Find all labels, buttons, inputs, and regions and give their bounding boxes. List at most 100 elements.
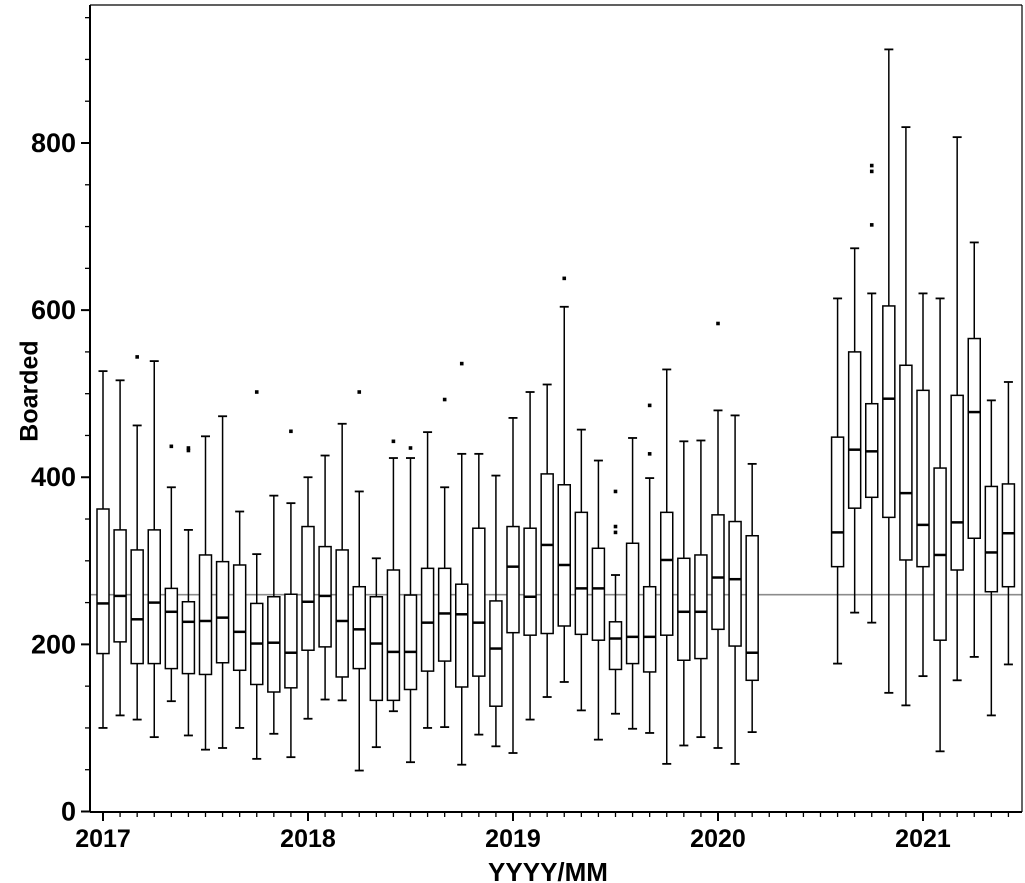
outlier-point [716, 321, 720, 326]
outlier-point [442, 397, 447, 402]
outlier-point [169, 444, 174, 449]
box-2021-03 [950, 136, 964, 682]
iqr-box [950, 394, 964, 571]
box-2019-09 [642, 403, 657, 734]
iqr-box [506, 525, 520, 634]
box-2020-03 [745, 462, 759, 734]
iqr-box [984, 485, 999, 593]
iqr-box [659, 511, 674, 636]
box-2018-09 [437, 397, 452, 729]
y-axis-label: Boarded [15, 340, 44, 442]
outlier-point [254, 390, 259, 394]
box-2019-04 [557, 276, 571, 683]
iqr-box [608, 621, 623, 671]
iqr-box [386, 569, 401, 702]
iqr-box [694, 554, 708, 660]
iqr-box [591, 547, 606, 641]
box-2018-08 [420, 431, 435, 729]
y-tick-label: 200 [31, 629, 76, 659]
box-2021-05 [984, 399, 999, 717]
iqr-box [642, 585, 657, 673]
iqr-box [301, 525, 315, 651]
outlier-point [647, 452, 652, 456]
iqr-box [523, 527, 537, 636]
iqr-box [574, 511, 589, 636]
box-2019-10 [659, 368, 674, 765]
x-tick-label: 2020 [690, 825, 746, 853]
box-2020-11 [882, 48, 896, 694]
iqr-box [130, 549, 144, 665]
outlier-point [869, 223, 874, 227]
outlier-point [562, 276, 567, 281]
box-2019-08 [625, 437, 640, 730]
iqr-box [198, 554, 213, 676]
outlier-point [647, 403, 652, 408]
iqr-box [489, 600, 503, 707]
box-2019-06 [591, 459, 606, 741]
box-2018-02 [318, 454, 332, 701]
box-2017-04 [147, 360, 161, 739]
iqr-box [1001, 483, 1016, 588]
box-2021-02 [933, 297, 947, 753]
box-2019-01 [506, 417, 520, 754]
y-tick-label: 400 [31, 462, 76, 492]
y-tick-label: 600 [31, 295, 76, 325]
iqr-box [113, 529, 127, 643]
box-2018-01 [301, 476, 315, 720]
box-2018-03 [335, 422, 349, 702]
outlier-point [186, 446, 191, 450]
iqr-box [899, 364, 913, 561]
outlier-point [408, 446, 413, 450]
outlier-point [613, 530, 618, 535]
outlier-point [289, 429, 293, 434]
box-2018-06 [386, 439, 401, 713]
iqr-box [284, 593, 298, 689]
iqr-box [352, 585, 366, 670]
box-2021-04 [967, 241, 981, 658]
box-2017-12 [284, 429, 298, 759]
iqr-box [454, 583, 469, 688]
box-2019-02 [523, 391, 537, 721]
outlier-point [357, 390, 362, 394]
box-2018-07 [403, 446, 418, 764]
outlier-point [869, 163, 874, 168]
iqr-box [557, 484, 571, 627]
box-2018-12 [489, 474, 503, 748]
box-2018-04 [352, 390, 366, 772]
box-2017-02 [113, 379, 127, 717]
box-2017-09 [232, 510, 247, 729]
box-2020-02 [728, 414, 742, 765]
box-2017-06 [181, 446, 196, 737]
box-2017-08 [215, 415, 230, 749]
x-axis-label: YYYY/MM [488, 857, 608, 883]
box-2019-03 [540, 383, 554, 698]
iqr-box [830, 436, 845, 568]
y-tick-label: 800 [31, 128, 76, 158]
box-2020-08 [830, 297, 845, 665]
iqr-box [540, 473, 554, 635]
iqr-box [215, 560, 230, 664]
x-tick-label: 2021 [895, 825, 951, 853]
iqr-box [335, 549, 349, 678]
iqr-box [403, 594, 418, 691]
box-2019-11 [677, 440, 691, 747]
iqr-box [181, 601, 196, 675]
box-2019-07 [608, 489, 623, 715]
box-2017-10 [249, 390, 264, 760]
box-2017-07 [198, 435, 213, 751]
outlier-point [135, 355, 139, 359]
iqr-box [967, 337, 981, 539]
box-2018-05 [369, 557, 384, 749]
iqr-box [916, 389, 930, 568]
iqr-box [437, 567, 452, 662]
y-tick-label: 0 [61, 797, 76, 827]
box-2020-12 [899, 126, 913, 707]
iqr-box [711, 514, 725, 631]
box-2019-05 [574, 428, 589, 712]
box-2017-11 [267, 494, 281, 735]
box-2020-01 [711, 321, 725, 749]
x-tick-label: 2017 [75, 825, 131, 853]
box-2021-01 [916, 292, 930, 678]
